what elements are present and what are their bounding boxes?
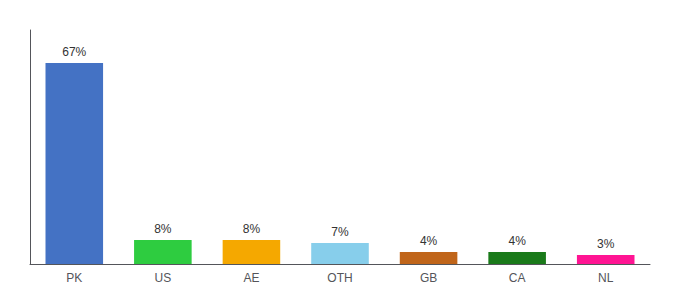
svg-text:AE: AE bbox=[243, 271, 259, 285]
svg-text:OTH: OTH bbox=[327, 271, 352, 285]
svg-text:GB: GB bbox=[420, 271, 437, 285]
svg-text:US: US bbox=[155, 271, 172, 285]
svg-text:4%: 4% bbox=[420, 234, 438, 248]
svg-text:NL: NL bbox=[598, 271, 614, 285]
svg-text:8%: 8% bbox=[243, 222, 261, 236]
svg-text:4%: 4% bbox=[508, 234, 526, 248]
svg-text:67%: 67% bbox=[62, 45, 86, 59]
svg-text:7%: 7% bbox=[331, 225, 349, 239]
svg-text:PK: PK bbox=[66, 271, 82, 285]
svg-text:8%: 8% bbox=[154, 222, 172, 236]
svg-text:CA: CA bbox=[509, 271, 526, 285]
svg-text:3%: 3% bbox=[597, 237, 615, 251]
